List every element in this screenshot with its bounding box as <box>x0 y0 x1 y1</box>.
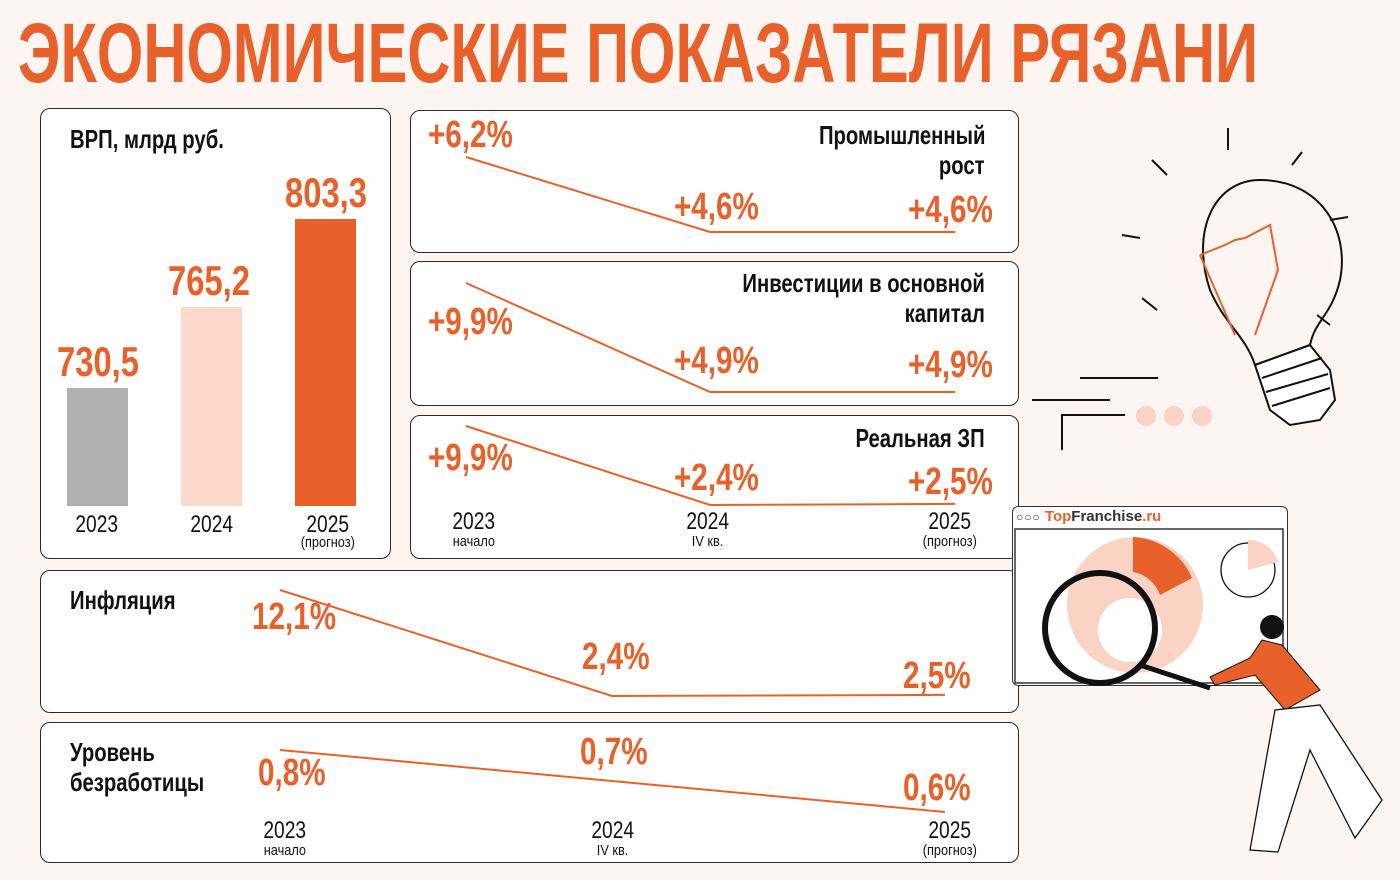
bar-value-2025: 803,3 <box>285 168 367 216</box>
dot-icon <box>1136 406 1156 426</box>
unemployment-sublabel-2024: IV кв. <box>597 842 629 859</box>
inflation-title: Инфляция <box>70 585 176 615</box>
industrial-value-2024: +4,6% <box>674 186 759 228</box>
wage-sublabel-2025: (прогноз) <box>922 533 978 550</box>
dot-icon <box>1164 406 1184 426</box>
unemployment-sublabel-2023: начало <box>263 842 307 859</box>
grp-title: ВРП, млрд руб. <box>70 124 224 154</box>
unemployment-year-2025: 2025 <box>928 817 972 844</box>
magnifier-icon <box>1042 570 1158 686</box>
brand-logo: ○○○ TopFranchise.ru <box>1016 508 1162 525</box>
unemployment-value-2025: 0,6% <box>903 767 971 809</box>
wage-sublabel-2024: IV кв. <box>692 533 724 550</box>
industrial-title: Промышленный рост <box>818 120 985 180</box>
unemployment-value-2024: 0,7% <box>580 731 648 773</box>
wage-value-2025: +2,5% <box>908 461 993 503</box>
bar-sublabel-2025: (прогноз) <box>300 534 356 551</box>
bulb-glass-icon <box>1202 178 1343 367</box>
investment-value-2024: +4,9% <box>674 340 759 382</box>
light-bulb-illustration <box>1032 128 1349 450</box>
inflation-value-2023: 12,1% <box>252 596 337 638</box>
wage-year-2023: 2023 <box>452 508 496 535</box>
dot-icon <box>1192 406 1212 426</box>
wage-sublabel-2023: начало <box>452 533 496 550</box>
bar-value-2023: 730,5 <box>57 338 139 386</box>
bulb-filament-icon <box>1199 223 1280 336</box>
investment-value-2025: +4,9% <box>908 344 993 386</box>
bar-category-2023: 2023 <box>75 511 119 538</box>
unemployment-title: Уровень безработицы <box>70 737 205 797</box>
person-with-magnifier-illustration <box>1014 528 1383 853</box>
investment-title: Инвестиции в основной капитал <box>742 268 985 328</box>
wage-value-2024: +2,4% <box>674 457 759 499</box>
real-wage-title: Реальная ЗП <box>855 423 985 453</box>
inflation-value-2024: 2,4% <box>582 636 650 678</box>
page-title-text: ЭКОНОМИЧЕСКИЕ ПОКАЗАТЕЛИ РЯЗАНИ <box>18 6 1258 100</box>
bar-2025 <box>295 218 356 506</box>
unemployment-year-2023: 2023 <box>263 817 307 844</box>
unemployment-sublabel-2025: (прогноз) <box>922 842 978 859</box>
wage-year-2024: 2024 <box>686 508 730 535</box>
bar-category-2024: 2024 <box>190 511 234 538</box>
wage-year-2025: 2025 <box>928 508 972 535</box>
inflation-value-2025: 2,5% <box>903 655 971 697</box>
bar-value-2024: 765,2 <box>168 257 250 305</box>
unemployment-value-2023: 0,8% <box>258 752 326 794</box>
unemployment-year-2024: 2024 <box>591 817 635 844</box>
industrial-value-2025: +4,6% <box>908 189 993 231</box>
industrial-value-2023: +6,2% <box>428 114 513 156</box>
wage-value-2023: +9,9% <box>428 437 513 479</box>
bar-category-2025: 2025 <box>306 511 350 538</box>
investment-value-2023: +9,9% <box>428 301 513 343</box>
bar-2023 <box>67 388 128 506</box>
window-dots-icon: ○○○ <box>1016 510 1041 524</box>
page-title: ЭКОНОМИЧЕСКИЕ ПОКАЗАТЕЛИ РЯЗАНИ <box>18 6 1258 100</box>
bar-2024 <box>181 307 242 506</box>
